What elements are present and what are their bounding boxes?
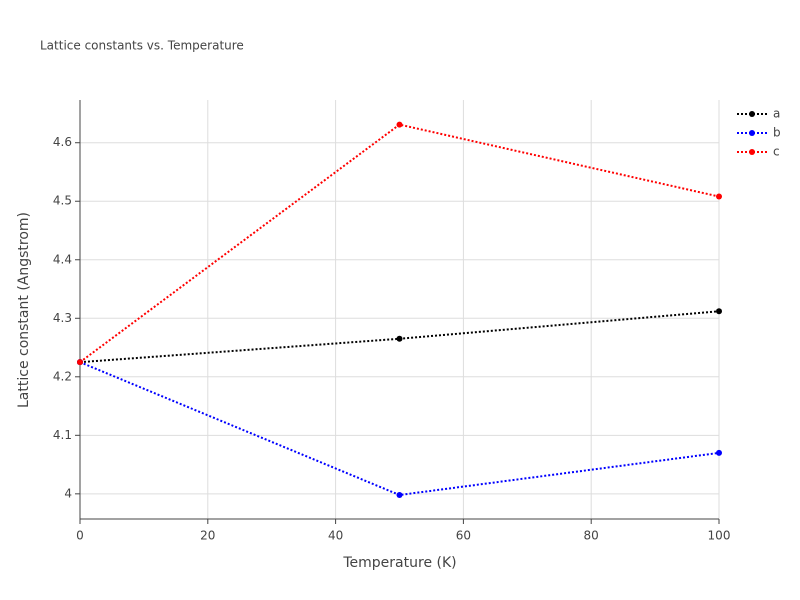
series-line [79, 361, 720, 497]
x-tick-label: 40 [328, 529, 343, 543]
x-tick-label: 80 [584, 529, 599, 543]
x-tick-label: 20 [200, 529, 215, 543]
y-tick-label: 4.6 [53, 135, 72, 149]
x-tick-label: 0 [76, 529, 84, 543]
x-tick-label: 60 [456, 529, 471, 543]
data-point [396, 492, 403, 499]
legend-marker [749, 130, 755, 136]
data-point [716, 308, 722, 315]
y-tick-label: 4.3 [53, 311, 72, 325]
series-line [79, 123, 720, 363]
data-point [716, 193, 722, 200]
data-point [716, 449, 722, 456]
y-tick-label: 4.1 [53, 428, 72, 442]
legend-marker [749, 149, 755, 155]
y-axis-label: Lattice constant (Angstrom) [16, 212, 32, 408]
x-tick-label: 100 [708, 529, 731, 543]
x-axis-label: Temperature (K) [342, 555, 456, 571]
legend-label: c [773, 145, 780, 159]
y-tick-label: 4.5 [53, 194, 72, 208]
legend-label: b [773, 126, 781, 140]
y-tick-label: 4 [64, 486, 72, 500]
data-point [396, 335, 403, 342]
data-point [77, 359, 83, 366]
legend-marker [749, 111, 755, 117]
y-tick-label: 4.4 [53, 252, 72, 266]
legend-label: a [773, 107, 780, 121]
chart-title: Lattice constants vs. Temperature [40, 39, 244, 53]
y-tick-label: 4.2 [53, 369, 72, 383]
data-point [396, 121, 403, 128]
